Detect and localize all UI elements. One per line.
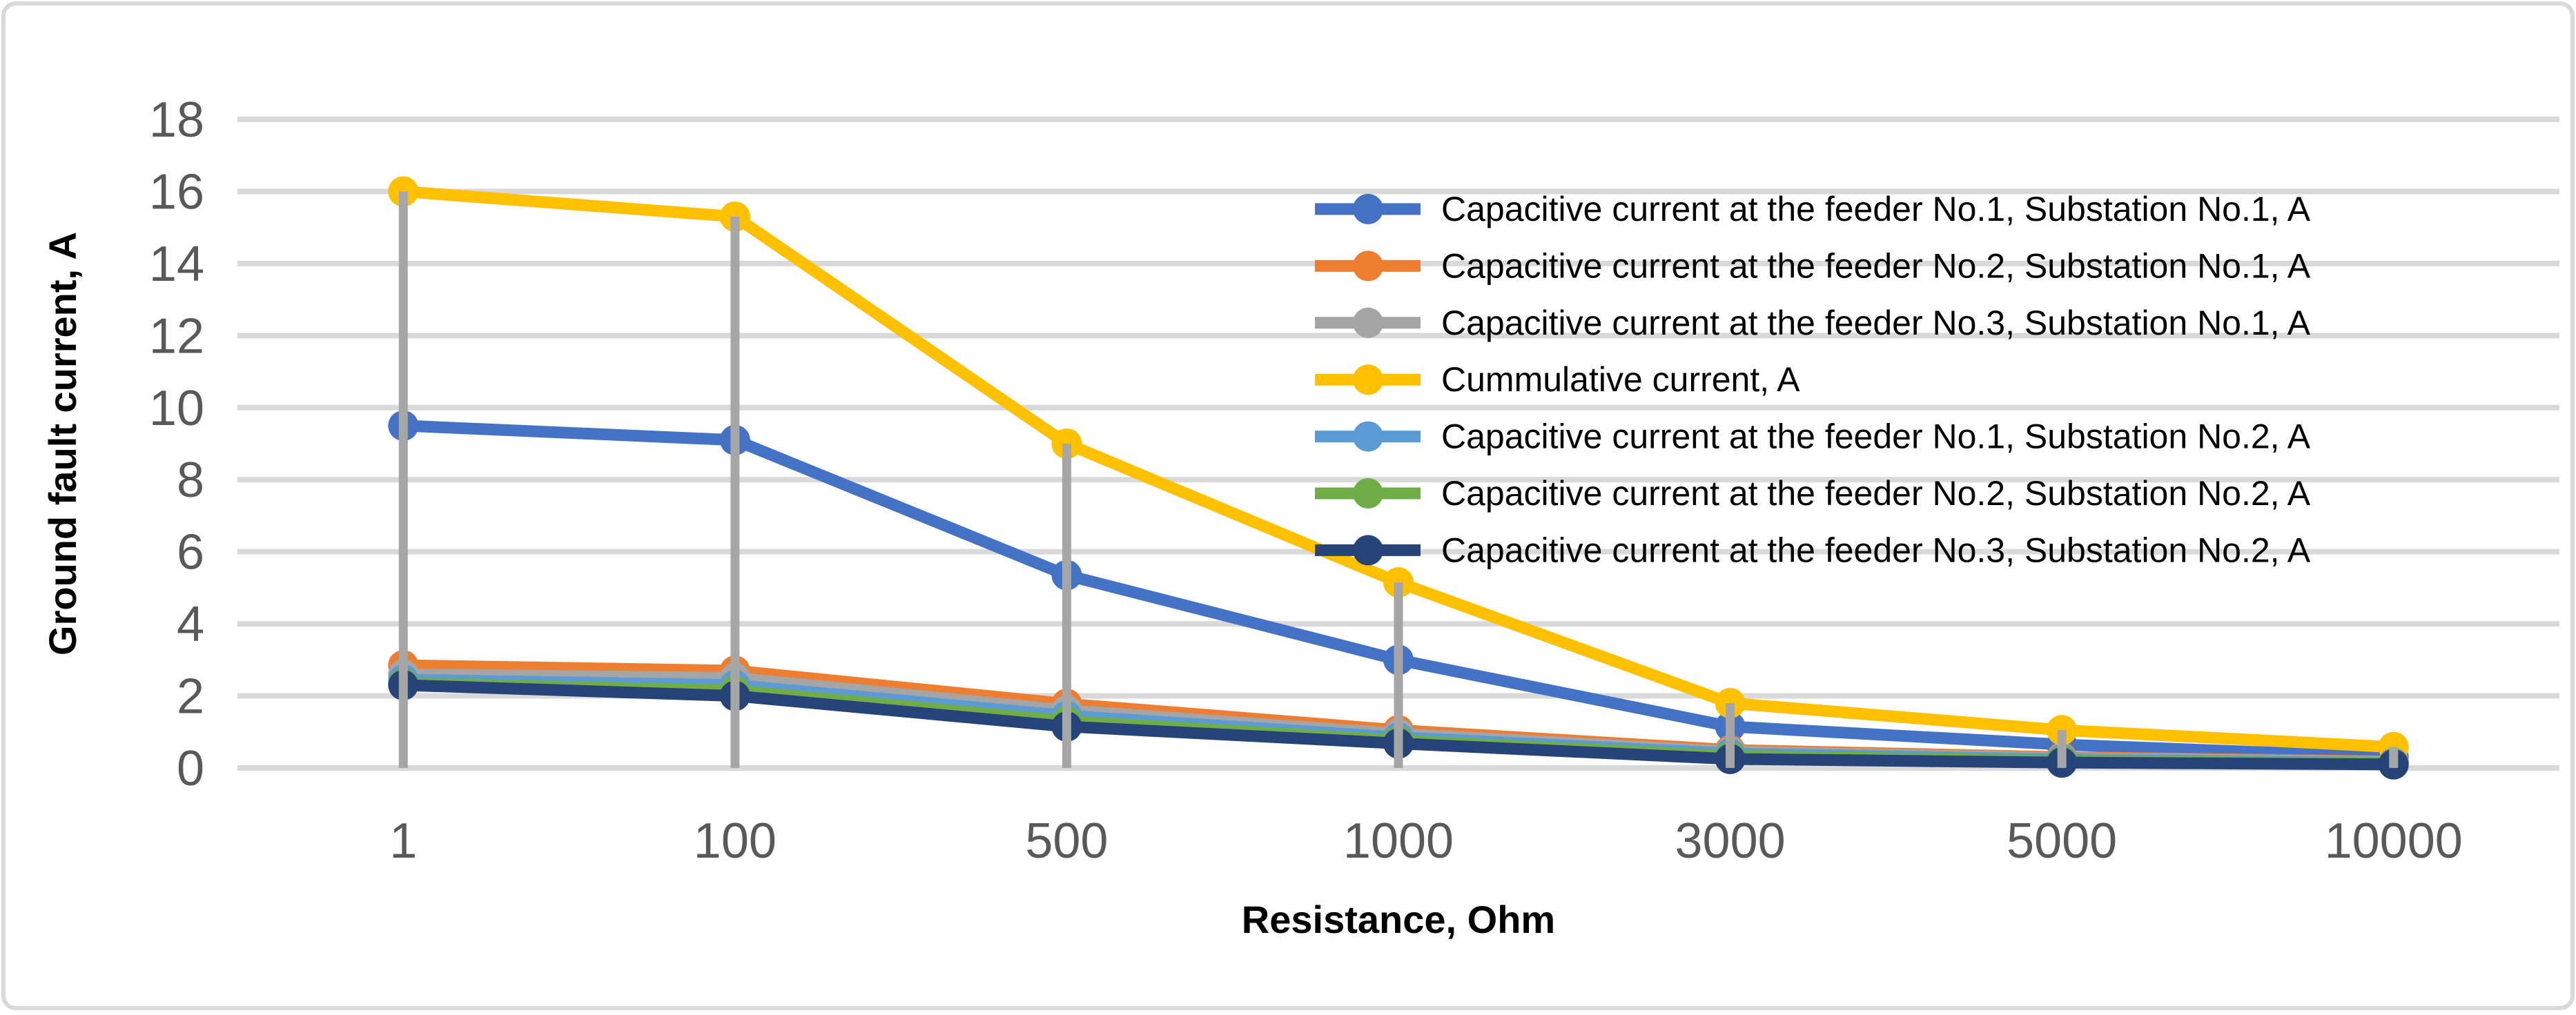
x-tick-label: 1000	[1343, 814, 1454, 869]
x-tick-label: 10000	[2325, 814, 2463, 869]
legend-item: Capacitive current at the feeder No.3, S…	[1315, 531, 2311, 569]
legend-label: Capacitive current at the feeder No.1, S…	[1441, 190, 2311, 228]
legend-marker-icon	[1353, 194, 1383, 224]
legend-label: Capacitive current at the feeder No.3, S…	[1441, 304, 2311, 342]
y-tick-label: 18	[149, 92, 204, 148]
legend-label: Capacitive current at the feeder No.1, S…	[1441, 417, 2311, 456]
y-tick-label: 16	[149, 164, 204, 219]
x-tick-label: 5000	[2007, 814, 2117, 869]
legend-item: Cummulative current, A	[1315, 360, 1800, 399]
x-tick-label: 100	[694, 814, 777, 869]
legend-marker-icon	[1353, 478, 1383, 509]
legend-marker-icon	[1353, 307, 1383, 338]
legend-label: Capacitive current at the feeder No.3, S…	[1441, 531, 2311, 569]
y-tick-label: 14	[149, 237, 204, 292]
legend-label: Capacitive current at the feeder No.2, S…	[1441, 474, 2311, 513]
x-tick-label: 3000	[1675, 814, 1785, 869]
legend-marker-icon	[1353, 250, 1383, 282]
legend-item: Capacitive current at the feeder No.1, S…	[1315, 417, 2311, 456]
drop-lines	[398, 191, 2399, 768]
y-tick-label: 2	[177, 669, 204, 725]
legend-item: Capacitive current at the feeder No.2, S…	[1315, 246, 2311, 285]
legend-item: Capacitive current at the feeder No.1, S…	[1315, 190, 2311, 228]
legend-marker-icon	[1353, 421, 1383, 452]
x-tick-label: 500	[1025, 814, 1108, 869]
y-tick-label: 4	[177, 597, 204, 652]
legend-marker-icon	[1353, 364, 1383, 395]
y-axis-tick-labels: 0 2 4 6 8 10 12 14 16 18	[149, 92, 204, 796]
legend: Capacitive current at the feeder No.1, S…	[1315, 190, 2311, 569]
legend-item: Capacitive current at the feeder No.2, S…	[1315, 474, 2311, 513]
y-tick-label: 6	[177, 525, 204, 580]
legend-label: Capacitive current at the feeder No.2, S…	[1441, 246, 2311, 285]
y-tick-label: 12	[149, 308, 204, 364]
y-tick-label: 8	[177, 453, 204, 508]
x-axis-tick-labels: 1 100 500 1000 3000 5000 10000	[389, 814, 2463, 869]
legend-label: Cummulative current, A	[1441, 360, 1800, 399]
y-tick-label: 0	[177, 741, 204, 796]
y-tick-label: 10	[149, 381, 204, 436]
y-axis-title: Ground fault current, A	[41, 232, 84, 656]
legend-item: Capacitive current at the feeder No.3, S…	[1315, 304, 2311, 342]
x-tick-label: 1	[389, 814, 417, 869]
x-axis-title: Resistance, Ohm	[1242, 898, 1555, 941]
legend-marker-icon	[1353, 535, 1383, 566]
